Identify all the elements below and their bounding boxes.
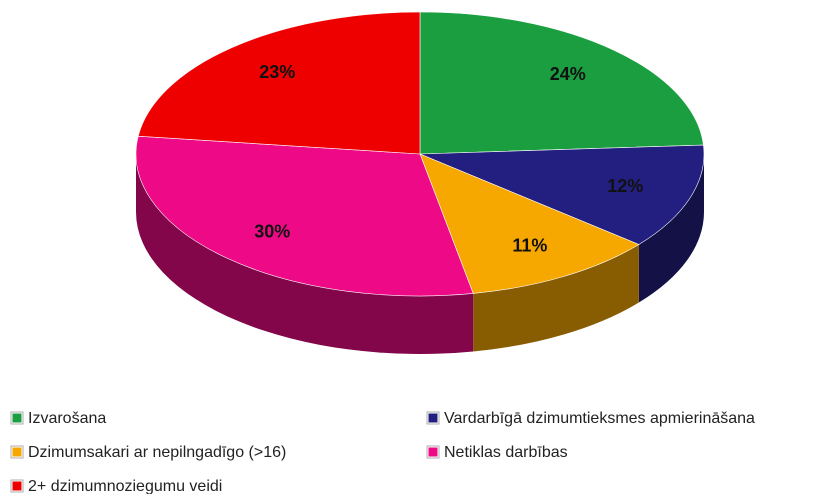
legend-label: Izvarošana — [28, 410, 106, 427]
pie-slice — [419, 11, 704, 155]
pie-side — [136, 154, 474, 354]
data-label: 12% — [607, 176, 643, 196]
pie-slice — [137, 11, 421, 155]
pie-slice — [419, 153, 640, 294]
legend-label: 2+ dzimumnoziegumu veidi — [28, 478, 222, 494]
legend-label: Vardarbīgā dzimumtieksmes apmierināšana — [444, 410, 755, 427]
legend-swatch — [11, 480, 23, 492]
legend-swatch-border — [426, 411, 440, 425]
pie-side — [638, 154, 704, 303]
legend-swatch-border — [10, 411, 24, 425]
legend-swatch — [427, 446, 439, 458]
legend-swatch-border — [10, 479, 24, 493]
legend-label: Dzimumsakari ar nepilngadīgo (>16) — [28, 444, 286, 461]
data-label: 11% — [512, 236, 547, 256]
data-label: 24% — [550, 64, 586, 84]
pie-slice — [419, 144, 705, 245]
legend-label: Netiklas darbības — [444, 444, 568, 461]
pie-slice — [135, 135, 474, 297]
legend-swatch — [11, 446, 23, 458]
pie-side — [473, 244, 639, 352]
data-label: 23% — [259, 62, 295, 82]
legend-swatch-border — [426, 445, 440, 459]
legend-swatch — [427, 412, 439, 424]
legend-swatch-border — [10, 445, 24, 459]
data-label: 30% — [254, 221, 290, 241]
legend-swatch — [11, 412, 23, 424]
